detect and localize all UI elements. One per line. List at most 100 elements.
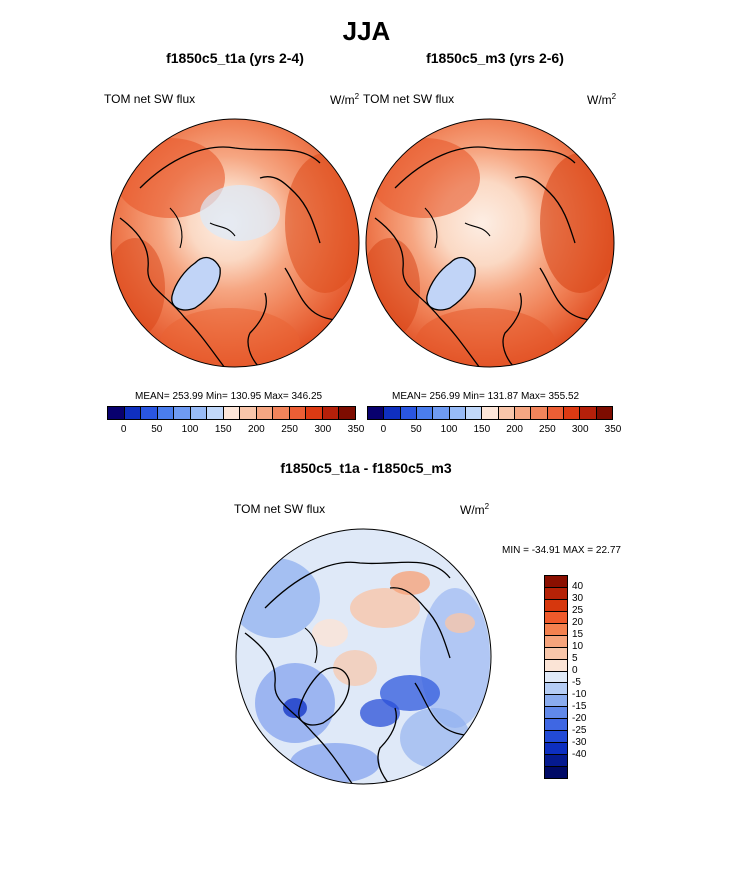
diff-colorbar-tick-label: -30 — [572, 737, 587, 748]
panel-2-colorbar-tick-label: 50 — [410, 424, 422, 435]
panel-2-colorbar-tick-label: 0 — [380, 424, 387, 435]
panel-1-colorbar-swatch — [256, 407, 274, 419]
panel-2-colorbar-swatch — [596, 407, 612, 419]
panel-1-title: f1850c5_t1a (yrs 2-4) — [166, 50, 304, 66]
diff-colorbar-tick-label: 20 — [572, 617, 584, 628]
diff-colorbar-swatch — [545, 743, 567, 756]
diff-colorbar-tick-label: -25 — [572, 725, 587, 736]
diff-colorbar-swatch — [545, 576, 567, 588]
panel-2-colorbar-swatch — [449, 407, 466, 419]
panel-2-colorbar-tick-label: 300 — [571, 424, 589, 435]
panel-1-colorbar-swatch — [306, 407, 323, 419]
panel-1-colorbar-tick-label: 150 — [214, 424, 232, 435]
panel-2-colorbar-tick-label: 150 — [473, 424, 491, 435]
diff-colorbar-tick-label: 10 — [572, 641, 584, 652]
diff-colorbar-tick-label: 40 — [572, 581, 584, 592]
panel-2-colorbar-swatch — [384, 407, 401, 419]
panel-1-colorbar-swatch — [273, 407, 290, 419]
panel-2-colorbar-swatch — [514, 407, 532, 419]
diff-colorbar-tick-label: 25 — [572, 605, 584, 616]
diff-colorbar-tick-label: -10 — [572, 689, 587, 700]
panel-1-colorbar-tick-label: 300 — [314, 424, 332, 435]
diff-colorbar-tick-label: 15 — [572, 629, 584, 640]
diff-colorbar-swatch — [545, 611, 567, 624]
diff-colorbar-swatch — [545, 695, 567, 708]
panel-1-colorbar-tick-label: 350 — [347, 424, 365, 435]
panel-1-colorbar-tick-label: 100 — [181, 424, 199, 435]
panel-1-units: W/m2 — [330, 92, 360, 107]
diff-colorbar-tick-label: -5 — [572, 677, 581, 688]
panel-1-colorbar-swatch — [240, 407, 257, 419]
panel-1-colorbar-swatch — [207, 407, 224, 419]
figure-title: JJA — [342, 16, 391, 46]
diff-map — [235, 528, 492, 785]
diff-colorbar-swatch — [545, 647, 567, 660]
panel-2-colorbar-swatch — [547, 407, 564, 419]
panel-1-colorbar-swatch — [289, 407, 307, 419]
panel-1-colorbar-tick-label: 200 — [248, 424, 265, 435]
panel-2-colorbar-swatch — [416, 407, 434, 419]
panel-1-colorbar-swatch — [141, 407, 158, 419]
panel-2-colorbar — [367, 406, 613, 420]
diff-colorbar-tick-label: -20 — [572, 713, 587, 724]
diff-colorbar-tick-label: 0 — [572, 665, 578, 676]
panel-1-colorbar-swatch — [322, 407, 340, 419]
diff-colorbar-swatch — [545, 671, 567, 684]
panel-2-colorbar-tick-label: 100 — [440, 424, 458, 435]
diff-colorbar-swatch — [545, 587, 567, 600]
panel-1-colorbar-swatch — [157, 407, 175, 419]
diff-colorbar-tick-label: -15 — [572, 701, 587, 712]
panel-1-stats: MEAN= 253.99 Min= 130.95 Max= 346.25 — [135, 391, 323, 402]
diff-colorbar-swatch — [545, 767, 567, 778]
panel-2-colorbar-swatch — [498, 407, 515, 419]
panel-1-colorbar-tick-label: 250 — [281, 424, 298, 435]
diff-minmax: MIN = -34.91 MAX = 22.77 — [502, 545, 621, 556]
diff-colorbar-swatch — [545, 683, 567, 696]
diff-colorbar-swatch — [545, 635, 567, 648]
panel-1-colorbar-swatch — [339, 407, 355, 419]
panel-2-colorbar-ticks: 0 50 100 150 200 250 300 350 — [367, 424, 622, 438]
diff-colorbar-tick-label: 5 — [572, 653, 578, 664]
panel-2-colorbar-swatch — [433, 407, 450, 419]
panel-2-variable-label: TOM net SW flux — [363, 92, 455, 106]
panel-1-colorbar-ticks: 0 50 100 150 200 250 300 350 — [107, 424, 365, 438]
panel-1-colorbar-tick-label: 50 — [151, 424, 163, 435]
diff-panel-variable-label: TOM net SW flux — [234, 502, 326, 516]
panel-1-map — [110, 118, 360, 368]
diff-panel-title: f1850c5_t1a - f1850c5_m3 — [280, 460, 452, 476]
panel-1-variable-label: TOM net SW flux — [104, 92, 196, 106]
diff-colorbar-swatch — [545, 731, 567, 744]
diff-colorbar-ticks: 40 30 25 20 15 10 5 0 -5 -10 -15 -20 -25 -30 -40 — [572, 575, 612, 779]
diff-colorbar-tick-label: 30 — [572, 593, 584, 604]
panel-1-colorbar-tick-label: 0 — [120, 424, 127, 435]
diff-colorbar-swatch — [545, 623, 567, 636]
panel-1-colorbar — [107, 406, 356, 420]
panel-2-colorbar-swatch — [465, 407, 483, 419]
panel-1-colorbar-swatch — [190, 407, 208, 419]
panel-2-colorbar-swatch — [531, 407, 548, 419]
panel-1-colorbar-swatch — [108, 407, 125, 419]
panel-2-colorbar-tick-label: 250 — [539, 424, 556, 435]
diff-colorbar-tick-label: -40 — [572, 749, 587, 760]
panel-2-colorbar-tick-label: 200 — [506, 424, 523, 435]
diff-colorbar-swatch — [545, 659, 567, 672]
panel-2-colorbar-swatch — [563, 407, 581, 419]
diff-colorbar-swatch — [545, 719, 567, 732]
panel-2-colorbar-swatch — [482, 407, 499, 419]
panel-2-units: W/m2 — [587, 92, 617, 107]
panel-2-map — [365, 118, 615, 368]
diff-colorbar-swatch — [545, 755, 567, 767]
panel-2-colorbar-swatch — [580, 407, 597, 419]
panel-2-colorbar-tick-label: 350 — [604, 424, 622, 435]
panel-1-colorbar-swatch — [223, 407, 241, 419]
diff-colorbar-swatch — [545, 599, 567, 612]
diff-panel-units: W/m2 — [460, 502, 490, 517]
panel-2-stats: MEAN= 256.99 Min= 131.87 Max= 355.52 — [392, 391, 580, 402]
panel-1-colorbar-swatch — [174, 407, 191, 419]
panel-1-colorbar-swatch — [124, 407, 142, 419]
panel-2-colorbar-swatch — [368, 407, 385, 419]
diff-colorbar-swatch — [545, 707, 567, 720]
panel-2-colorbar-swatch — [400, 407, 417, 419]
diff-colorbar — [544, 575, 568, 779]
panel-2-title: f1850c5_m3 (yrs 2-6) — [426, 50, 564, 66]
